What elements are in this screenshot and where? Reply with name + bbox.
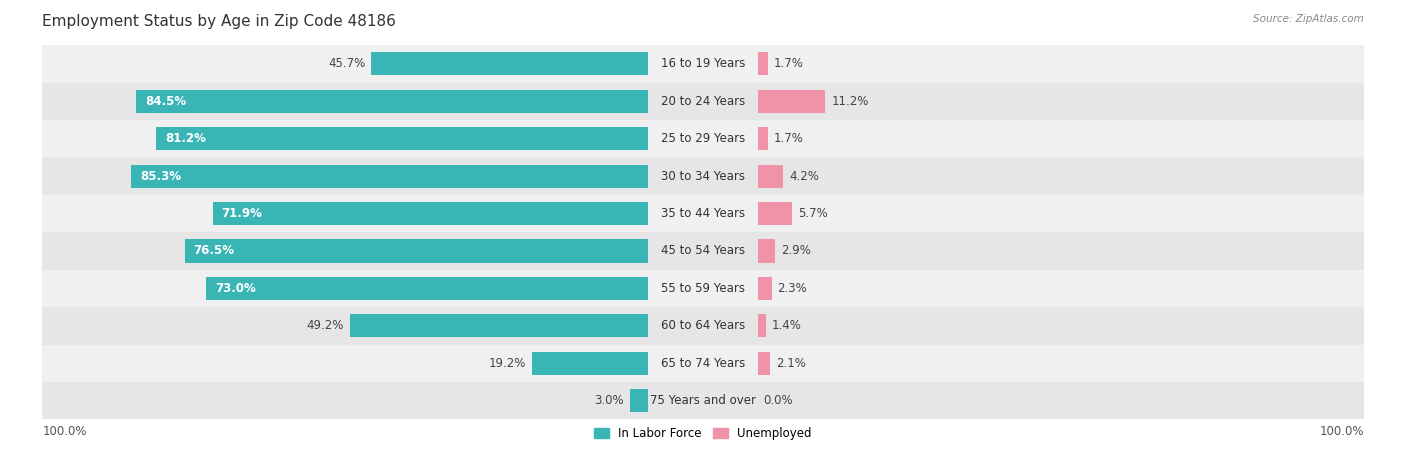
Text: 75 Years and over: 75 Years and over [650,394,756,407]
Bar [758,277,772,300]
Text: 16 to 19 Years: 16 to 19 Years [661,57,745,70]
Text: 19.2%: 19.2% [489,357,526,370]
Bar [42,307,1364,345]
Text: 55 to 59 Years: 55 to 59 Years [661,282,745,295]
Bar [630,389,648,412]
Text: 71.9%: 71.9% [222,207,263,220]
Text: 49.2%: 49.2% [307,319,344,332]
Text: 84.5%: 84.5% [145,95,187,108]
Bar [350,314,648,337]
Bar [42,83,1364,120]
Bar [42,270,1364,307]
Text: 0.0%: 0.0% [763,394,793,407]
Bar [758,239,775,262]
Text: 45.7%: 45.7% [328,57,366,70]
Bar [758,90,825,113]
Text: 20 to 24 Years: 20 to 24 Years [661,95,745,108]
Bar [42,195,1364,232]
Bar [42,157,1364,195]
Text: 1.4%: 1.4% [772,319,801,332]
Text: 35 to 44 Years: 35 to 44 Years [661,207,745,220]
Text: 1.7%: 1.7% [773,57,804,70]
Bar [42,382,1364,419]
Text: 5.7%: 5.7% [799,207,828,220]
Bar [42,345,1364,382]
Bar [42,45,1364,83]
Text: 100.0%: 100.0% [42,425,87,438]
Text: 85.3%: 85.3% [141,170,181,183]
Text: 2.9%: 2.9% [782,244,811,258]
Text: 60 to 64 Years: 60 to 64 Years [661,319,745,332]
Bar [131,165,648,188]
Bar [184,239,648,262]
Bar [758,165,783,188]
Legend: In Labor Force, Unemployed: In Labor Force, Unemployed [589,423,817,445]
Text: 81.2%: 81.2% [166,132,207,145]
Bar [136,90,648,113]
Bar [531,352,648,375]
Bar [205,277,648,300]
Bar [156,127,648,150]
Text: 45 to 54 Years: 45 to 54 Years [661,244,745,258]
Text: 3.0%: 3.0% [595,394,624,407]
Text: 2.1%: 2.1% [776,357,806,370]
Text: 76.5%: 76.5% [194,244,235,258]
Bar [212,202,648,225]
Bar [758,52,768,75]
Bar [758,352,770,375]
Bar [42,120,1364,157]
Text: 65 to 74 Years: 65 to 74 Years [661,357,745,370]
Bar [42,232,1364,270]
Bar [371,52,648,75]
Bar [758,314,766,337]
Bar [758,127,768,150]
Bar [758,202,792,225]
Text: Source: ZipAtlas.com: Source: ZipAtlas.com [1253,14,1364,23]
Text: 1.7%: 1.7% [773,132,804,145]
Text: 11.2%: 11.2% [831,95,869,108]
Text: 73.0%: 73.0% [215,282,256,295]
Text: 100.0%: 100.0% [1319,425,1364,438]
Text: Employment Status by Age in Zip Code 48186: Employment Status by Age in Zip Code 481… [42,14,396,28]
Text: 4.2%: 4.2% [789,170,818,183]
Text: 25 to 29 Years: 25 to 29 Years [661,132,745,145]
Text: 30 to 34 Years: 30 to 34 Years [661,170,745,183]
Text: 2.3%: 2.3% [778,282,807,295]
